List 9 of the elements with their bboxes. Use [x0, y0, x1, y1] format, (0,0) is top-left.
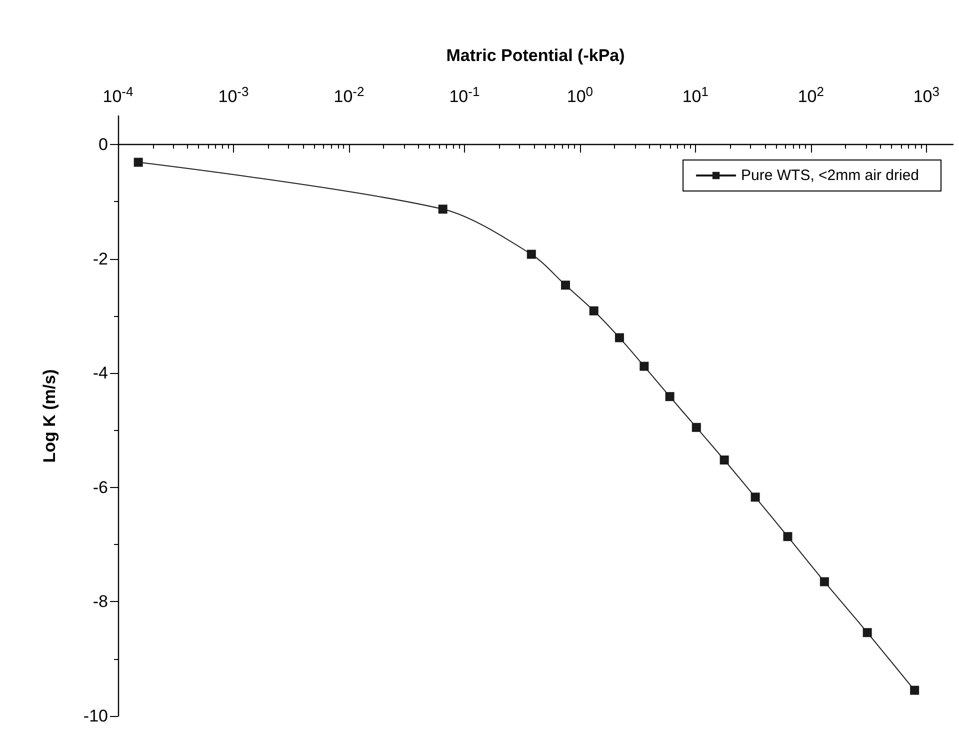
legend-label: Pure WTS, <2mm air dried: [741, 167, 920, 184]
y-tick-label: -10: [83, 706, 108, 726]
y-axis-title: Log K (m/s): [40, 369, 59, 463]
y-tick-label: -8: [92, 592, 108, 612]
y-tick-label: 0: [98, 135, 108, 154]
y-tick-label: -4: [92, 364, 108, 383]
x-axis-title: Matric Potential (-kPa): [446, 46, 625, 65]
y-tick-label: -6: [92, 478, 108, 497]
y-tick-label: -2: [92, 249, 108, 268]
